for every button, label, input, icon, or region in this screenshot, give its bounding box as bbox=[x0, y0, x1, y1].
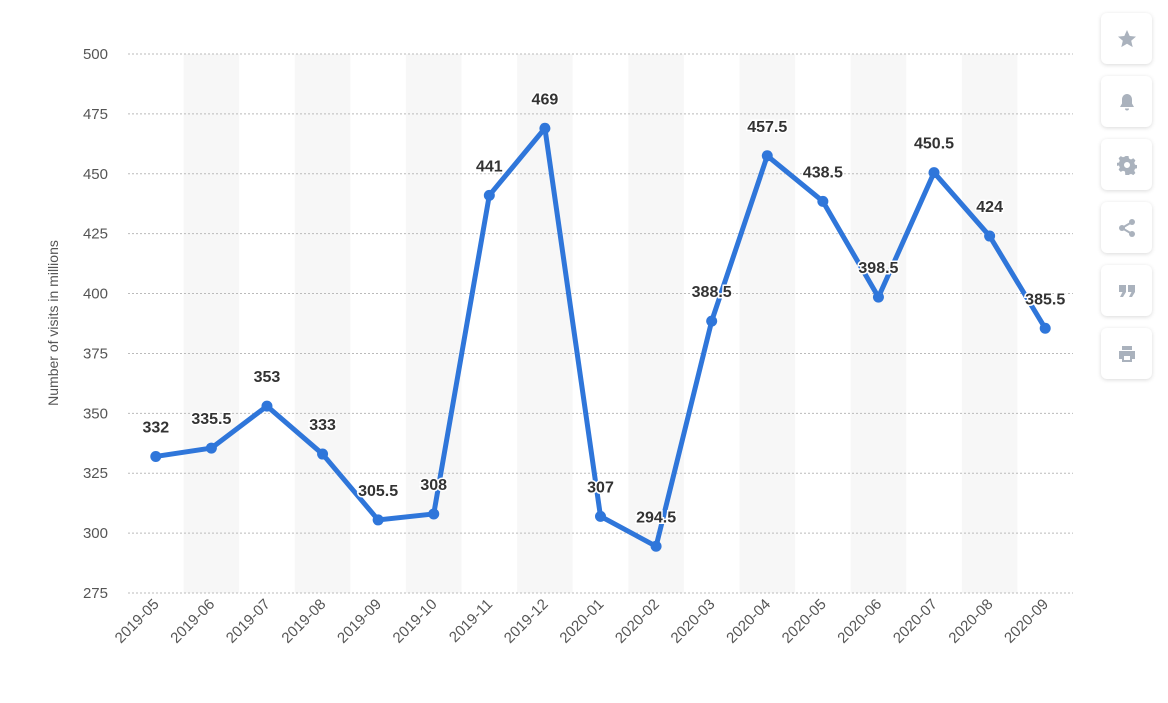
x-tick-label: 2019-05 bbox=[112, 596, 163, 647]
data-point bbox=[761, 150, 773, 162]
x-tick-label: 2019-11 bbox=[446, 596, 496, 646]
data-label: 332 bbox=[142, 419, 169, 436]
data-point bbox=[595, 510, 606, 522]
data-point bbox=[817, 195, 829, 207]
y-tick-label: 425 bbox=[83, 226, 108, 243]
data-point bbox=[261, 400, 273, 412]
x-tick-label: 2019-10 bbox=[390, 596, 441, 647]
y-tick-label: 375 bbox=[83, 345, 108, 362]
data-point bbox=[150, 450, 162, 462]
x-tick-label: 2019-07 bbox=[223, 596, 274, 647]
x-tick-label: 2020-09 bbox=[1001, 596, 1052, 647]
data-point bbox=[205, 442, 217, 454]
x-tick-label: 2020-08 bbox=[945, 596, 996, 647]
data-label: 333 bbox=[309, 417, 336, 434]
data-label: 398.5 bbox=[858, 260, 898, 277]
data-point bbox=[483, 189, 495, 201]
data-label: 385.5 bbox=[1025, 291, 1065, 308]
x-tick-label: 2020-03 bbox=[668, 596, 719, 647]
y-tick-label: 275 bbox=[83, 585, 108, 602]
cite-button[interactable] bbox=[1101, 265, 1152, 316]
data-label: 335.5 bbox=[191, 411, 231, 428]
data-label: 457.5 bbox=[747, 119, 787, 136]
data-point bbox=[428, 508, 440, 520]
x-tick-label: 2020-04 bbox=[723, 596, 774, 647]
data-point bbox=[872, 291, 884, 303]
x-tick-label: 2020-06 bbox=[834, 596, 885, 647]
y-tick-label: 450 bbox=[83, 166, 108, 183]
settings-button[interactable] bbox=[1101, 139, 1152, 190]
favorite-button[interactable] bbox=[1101, 13, 1152, 64]
data-point bbox=[1039, 322, 1051, 334]
x-tick-label: 2020-02 bbox=[612, 596, 663, 647]
data-label: 308 bbox=[420, 477, 447, 494]
band-shade bbox=[183, 54, 240, 593]
y-tick-label: 400 bbox=[83, 286, 108, 303]
band-shade bbox=[628, 54, 684, 593]
y-tick-label: 350 bbox=[83, 405, 108, 422]
data-label: 353 bbox=[254, 369, 281, 386]
data-point bbox=[984, 230, 996, 242]
data-label: 307 bbox=[587, 479, 614, 496]
data-point bbox=[317, 448, 329, 460]
data-label: 305.5 bbox=[358, 483, 398, 500]
data-label: 450.5 bbox=[914, 136, 954, 153]
share-button[interactable] bbox=[1101, 202, 1152, 253]
y-tick-label: 475 bbox=[83, 106, 108, 123]
data-label: 438.5 bbox=[803, 164, 843, 181]
alert-button[interactable] bbox=[1101, 76, 1152, 127]
data-label: 441 bbox=[476, 158, 503, 175]
x-tick-label: 2019-06 bbox=[167, 596, 218, 647]
data-label: 294.5 bbox=[636, 509, 676, 526]
chart: Number of visits in millions 275 300 325 35… bbox=[45, 46, 1073, 647]
data-point bbox=[372, 514, 384, 526]
data-label: 388.5 bbox=[692, 284, 732, 301]
x-tick-label: 2020-05 bbox=[779, 596, 830, 647]
y-tick-label: 500 bbox=[83, 46, 108, 63]
y-tick-label: 325 bbox=[83, 465, 108, 482]
y-axis-label: Number of visits in millions bbox=[45, 240, 61, 406]
x-tick-label: 2020-07 bbox=[890, 596, 941, 647]
print-button[interactable] bbox=[1101, 328, 1152, 379]
x-tick-label: 2020-01 bbox=[556, 596, 607, 647]
data-point bbox=[928, 167, 940, 179]
band-shade bbox=[850, 54, 907, 593]
data-label: 469 bbox=[532, 91, 559, 108]
data-label: 424 bbox=[976, 199, 1003, 216]
x-tick-label: 2019-09 bbox=[334, 596, 385, 647]
data-point bbox=[539, 122, 551, 134]
data-point bbox=[706, 315, 718, 327]
band-shade bbox=[739, 54, 796, 593]
y-tick-label: 300 bbox=[83, 525, 108, 542]
x-tick-label: 2019-12 bbox=[501, 596, 552, 647]
x-tick-label: 2019-08 bbox=[278, 596, 329, 647]
band-shade bbox=[294, 54, 351, 593]
band-shade bbox=[961, 54, 1018, 593]
data-point bbox=[650, 540, 662, 552]
